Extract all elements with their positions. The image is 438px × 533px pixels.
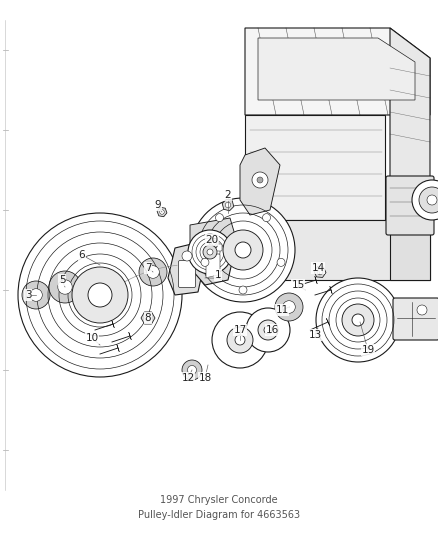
Circle shape (419, 187, 438, 213)
Circle shape (182, 251, 192, 261)
Circle shape (212, 312, 268, 368)
FancyBboxPatch shape (393, 298, 438, 340)
Circle shape (283, 301, 295, 313)
Text: 5: 5 (59, 275, 65, 285)
Circle shape (212, 241, 216, 245)
Polygon shape (222, 199, 234, 211)
Circle shape (147, 265, 159, 278)
Polygon shape (314, 266, 326, 278)
FancyBboxPatch shape (179, 261, 195, 287)
Circle shape (215, 214, 223, 222)
Circle shape (239, 286, 247, 294)
Polygon shape (112, 320, 114, 328)
Text: 1: 1 (215, 270, 221, 280)
Polygon shape (141, 312, 155, 324)
Circle shape (145, 315, 151, 321)
Polygon shape (157, 207, 167, 217)
Circle shape (22, 281, 50, 309)
Polygon shape (129, 332, 131, 340)
FancyBboxPatch shape (212, 244, 222, 251)
Circle shape (264, 326, 272, 334)
Polygon shape (315, 276, 317, 284)
Polygon shape (330, 286, 332, 294)
Text: 6: 6 (79, 250, 85, 260)
Circle shape (277, 259, 285, 266)
Polygon shape (190, 218, 238, 270)
Circle shape (191, 198, 295, 302)
Circle shape (417, 305, 427, 315)
Text: 17: 17 (233, 325, 247, 335)
Circle shape (235, 242, 251, 258)
Circle shape (246, 308, 290, 352)
Circle shape (139, 258, 167, 286)
Text: 7: 7 (145, 263, 151, 273)
Circle shape (182, 360, 202, 380)
Circle shape (317, 269, 323, 274)
Polygon shape (168, 242, 205, 295)
Text: 3: 3 (25, 290, 31, 300)
Circle shape (258, 320, 278, 340)
Text: Pulley-Idler Diagram for 4663563: Pulley-Idler Diagram for 4663563 (138, 510, 300, 520)
Circle shape (207, 249, 213, 255)
Text: 19: 19 (361, 345, 374, 355)
Text: 14: 14 (311, 263, 325, 273)
Text: 9: 9 (155, 200, 161, 210)
Polygon shape (245, 220, 430, 280)
Polygon shape (240, 148, 280, 215)
Circle shape (203, 245, 217, 259)
Circle shape (58, 280, 72, 294)
Text: 2: 2 (225, 190, 231, 200)
Circle shape (201, 259, 209, 266)
Text: 13: 13 (308, 330, 321, 340)
Text: 10: 10 (85, 333, 99, 343)
Circle shape (235, 335, 245, 345)
Circle shape (72, 267, 128, 323)
Circle shape (49, 271, 81, 303)
Circle shape (160, 210, 164, 214)
Polygon shape (245, 115, 385, 220)
Text: 16: 16 (265, 325, 279, 335)
FancyBboxPatch shape (386, 176, 434, 235)
Text: 20: 20 (205, 235, 219, 245)
Circle shape (342, 304, 374, 336)
Circle shape (30, 289, 42, 301)
Circle shape (352, 314, 364, 326)
Text: 15: 15 (291, 280, 304, 290)
Circle shape (225, 203, 231, 208)
Circle shape (316, 278, 400, 362)
Text: 11: 11 (276, 305, 289, 315)
Circle shape (223, 230, 263, 270)
Circle shape (275, 293, 303, 321)
Polygon shape (390, 220, 430, 280)
Circle shape (252, 172, 268, 188)
FancyBboxPatch shape (206, 254, 220, 278)
Polygon shape (390, 28, 430, 220)
Text: 12: 12 (181, 373, 194, 383)
Polygon shape (117, 344, 119, 352)
Circle shape (18, 213, 182, 377)
Circle shape (188, 230, 232, 274)
Circle shape (88, 283, 112, 307)
Circle shape (412, 180, 438, 220)
Polygon shape (326, 318, 330, 326)
Circle shape (227, 327, 253, 353)
Circle shape (427, 195, 437, 205)
Circle shape (262, 214, 271, 222)
Text: 1997 Chrysler Concorde: 1997 Chrysler Concorde (160, 495, 278, 505)
Polygon shape (192, 240, 233, 285)
Text: 8: 8 (145, 313, 151, 323)
Circle shape (257, 177, 263, 183)
Circle shape (187, 366, 197, 375)
Polygon shape (258, 38, 415, 100)
Polygon shape (245, 28, 430, 115)
Polygon shape (209, 239, 219, 247)
Text: 18: 18 (198, 373, 212, 383)
